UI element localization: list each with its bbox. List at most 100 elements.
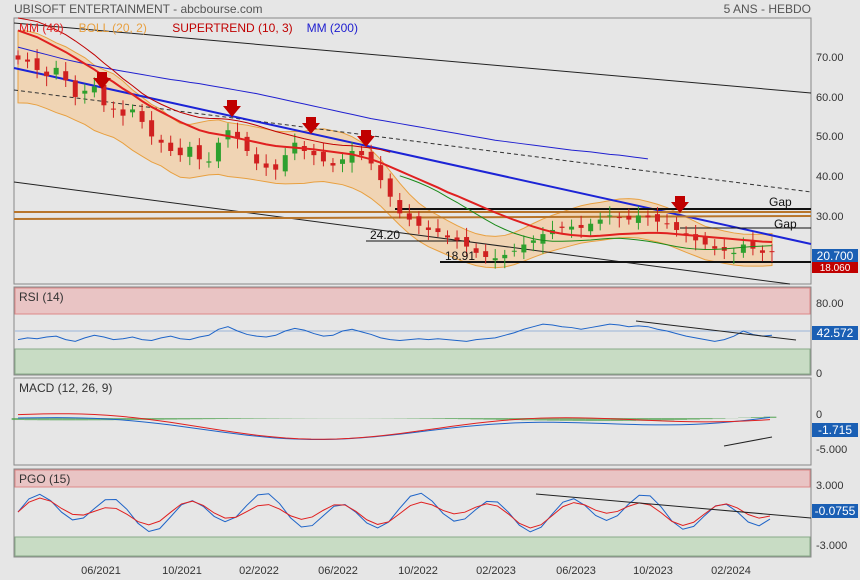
rsi-line: [17, 323, 773, 342]
x-axis-tick: 10/2022: [398, 565, 438, 577]
macd-signal-line: [17, 413, 771, 440]
rsi-last-value: 42.572: [817, 326, 854, 340]
macd-histogram-bar: [177, 418, 191, 420]
candle-body: [25, 59, 31, 62]
rsi-y-tick: 80.00: [816, 298, 844, 310]
ma40-line: [17, 29, 773, 244]
candle-body: [626, 215, 632, 220]
macd-histogram-bar: [37, 418, 50, 421]
pgo-badge: [812, 504, 858, 518]
x-axis-tick: 02/2023: [476, 565, 516, 577]
macd-line: [17, 416, 771, 441]
candle-body: [359, 151, 365, 156]
macd-y-tick: 0: [816, 409, 822, 421]
candle-body: [235, 131, 241, 139]
macd-histogram-bar: [585, 418, 598, 422]
rsi-y-tick: 0: [816, 368, 822, 380]
supertrend-line: [17, 17, 391, 153]
macd-histogram-bar: [674, 418, 688, 420]
candle-body: [693, 234, 699, 241]
price-legend: MM (40) BOLL (20, 2) SUPERTREND (10, 3) MM …: [19, 21, 358, 35]
macd-title: MACD (12, 26, 9): [19, 381, 112, 395]
x-axis-ticks: 06/2021 10/2021 02/2022 06/2022 10/2022 02/20…: [81, 565, 751, 577]
last-price-value: 20.700: [817, 249, 854, 263]
candle-body: [44, 71, 50, 77]
macd-histogram-bar: [49, 418, 63, 421]
x-axis-tick: 06/2022: [318, 565, 358, 577]
macd-histogram-bar: [444, 418, 458, 419]
macd-histogram-bar: [253, 418, 267, 419]
candle-body: [282, 155, 288, 172]
chart-title: UBISOFT ENTERTAINMENT - abcbourse.com: [14, 2, 263, 16]
candle-body: [387, 178, 393, 197]
last-price-badge: [812, 249, 858, 263]
trend-line-upper: [13, 22, 812, 94]
candle-body: [110, 108, 116, 110]
candle-body: [91, 86, 97, 93]
pgo-last-value: -0.0755: [815, 504, 856, 518]
macd-histogram-bar: [88, 418, 101, 421]
candle-body: [492, 258, 498, 261]
macd-histogram-bar: [559, 418, 573, 421]
candle-body: [378, 165, 384, 181]
pgo-trend-line: [535, 493, 812, 519]
ma200-line: [17, 46, 648, 160]
candle-body: [521, 244, 527, 253]
candle-body: [511, 250, 517, 252]
candle-body: [397, 200, 403, 214]
candle-body: [340, 159, 346, 164]
macd-histogram-bar: [546, 418, 560, 421]
macd-histogram-bar: [215, 418, 229, 419]
macd-histogram-bar: [75, 418, 89, 421]
x-axis-tick: 10/2023: [633, 565, 673, 577]
candle-body: [502, 254, 508, 259]
candle-body: [320, 151, 326, 162]
macd-last-value: -1.715: [818, 423, 852, 437]
rsi-title: RSI (14): [19, 290, 64, 304]
candle-body: [769, 251, 775, 253]
trend-line-dashed: [13, 89, 812, 193]
chart-period: 5 ANS - HEBDO: [724, 2, 811, 16]
macd-histogram-bar: [113, 418, 127, 421]
annotation-low: 18.91: [445, 249, 475, 263]
price-y-tick: 70.00: [816, 52, 844, 64]
legend-entry: MM (40): [19, 21, 64, 35]
macd-badge: [812, 423, 858, 437]
candle-body: [244, 136, 250, 151]
candle-body: [750, 241, 756, 249]
candle-body: [215, 142, 221, 162]
supertrend-badge: [812, 262, 858, 273]
candle-body: [616, 217, 622, 219]
pgo-lower-zone: [14, 536, 811, 557]
macd-histogram-bar: [470, 418, 484, 420]
sell-signal-arrow: [223, 100, 241, 117]
candle-body: [435, 228, 441, 233]
candle-body: [588, 223, 594, 232]
price-y-tick: 60.00: [816, 92, 844, 104]
pgo-plot: [17, 492, 812, 533]
candle-body: [702, 237, 708, 245]
macd-trend-line: [723, 436, 773, 447]
macd-histogram-bar: [151, 418, 165, 420]
macd-histogram-bar: [126, 418, 140, 421]
candle-body: [578, 224, 584, 228]
macd-histogram-bar: [661, 418, 675, 421]
candle-body: [416, 216, 422, 226]
macd-histogram-bar: [241, 418, 254, 419]
pgo-upper-zone: [14, 469, 811, 488]
candle-body: [731, 252, 737, 255]
candle-body: [187, 146, 193, 157]
legend-entry: BOLL (20, 2): [79, 21, 147, 35]
x-axis-tick: 10/2021: [162, 565, 202, 577]
macd-histogram-bar: [495, 418, 509, 420]
candle-body: [311, 151, 317, 156]
candle-body: [569, 226, 575, 230]
candle-body: [330, 163, 336, 166]
macd-plot: [11, 413, 777, 447]
legend-entry: SUPERTREND (10, 3): [172, 21, 292, 35]
macd-histogram-bar: [750, 417, 764, 418]
candle-body: [263, 163, 269, 168]
supertrend-line-green: [399, 175, 773, 250]
candle-body: [82, 90, 88, 94]
candle-body: [483, 251, 489, 257]
